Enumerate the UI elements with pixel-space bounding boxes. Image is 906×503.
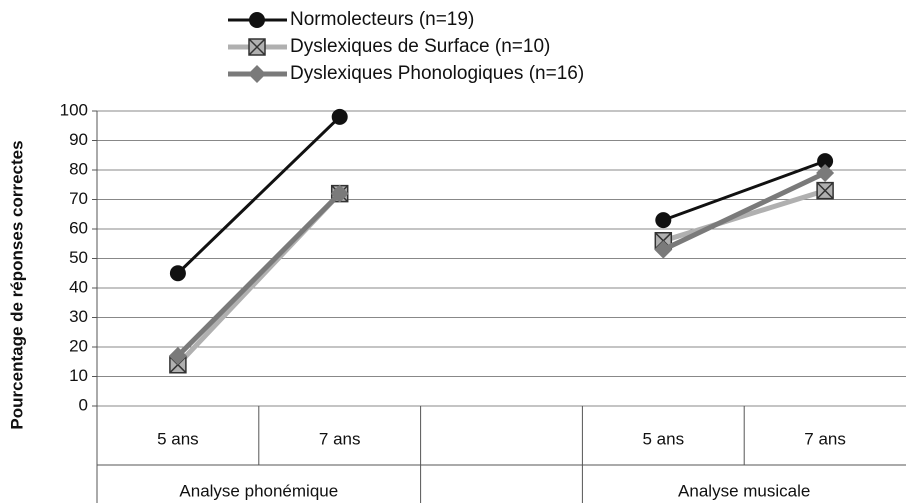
point <box>816 163 835 182</box>
y-tick-label: 70 <box>69 189 88 208</box>
x-tick-label: 5 ans <box>157 429 199 448</box>
group-label: Analyse phonémique <box>179 481 338 500</box>
y-tick-label: 80 <box>69 159 88 178</box>
y-tick-label: 60 <box>69 218 88 237</box>
point <box>330 184 349 203</box>
y-tick-label: 20 <box>69 336 88 355</box>
y-tick-label: 50 <box>69 248 88 267</box>
point <box>816 181 834 200</box>
y-tick-label: 100 <box>60 100 88 119</box>
y-tick-label: 10 <box>69 366 88 385</box>
y-axis-label: Pourcentage de réponses correctes <box>7 140 26 429</box>
series-line <box>176 115 826 275</box>
y-tick-label: 40 <box>69 277 88 296</box>
legend-label: Normolecteurs (n=19) <box>290 9 474 30</box>
legend-label: Dyslexiques de Surface (n=10) <box>290 36 550 57</box>
point <box>169 265 186 282</box>
x-tick-label: 7 ans <box>319 429 361 448</box>
legend-marker <box>248 38 266 56</box>
point <box>655 212 672 229</box>
point <box>817 153 834 170</box>
series-line <box>176 170 827 358</box>
group-label: Analyse musicale <box>678 481 810 500</box>
legend-marker <box>248 65 266 83</box>
point <box>654 240 673 259</box>
point <box>168 346 187 365</box>
x-tick-label: 5 ans <box>643 429 685 448</box>
legend-marker <box>249 12 265 28</box>
y-tick-label: 90 <box>69 130 88 149</box>
x-tick-label: 7 ans <box>804 429 846 448</box>
y-tick-label: 0 <box>79 395 88 414</box>
y-tick-label: 30 <box>69 307 88 326</box>
legend-label: Dyslexiques Phonologiques (n=16) <box>290 63 584 84</box>
point <box>331 108 348 125</box>
